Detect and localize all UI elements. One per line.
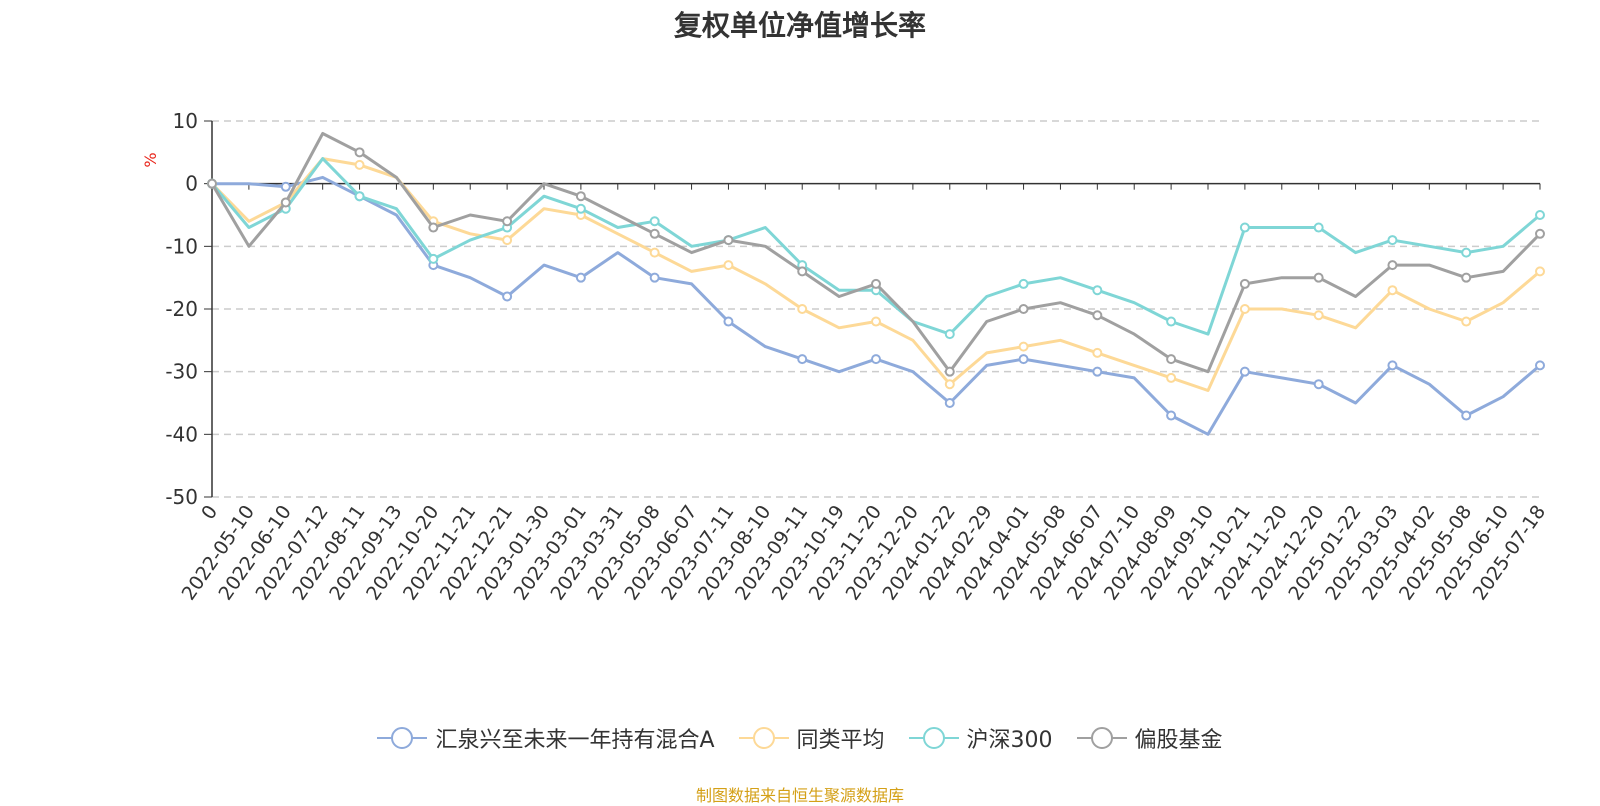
data-point <box>502 235 513 246</box>
data-point <box>1461 410 1472 421</box>
data-point <box>1387 360 1398 371</box>
data-point <box>1166 372 1177 383</box>
legend-item[interactable]: 同类平均 <box>738 722 885 754</box>
data-point <box>1239 278 1250 289</box>
y-tick-label: -10 <box>165 234 198 258</box>
data-point <box>871 354 881 365</box>
data-point <box>1535 228 1545 239</box>
data-point <box>1313 272 1324 283</box>
legend-label: 同类平均 <box>796 728 885 753</box>
data-point <box>1461 316 1472 327</box>
y-tick-label: 0 <box>185 172 198 196</box>
legend-marker-icon <box>908 726 959 750</box>
data-point <box>354 147 365 158</box>
data-point <box>354 191 365 202</box>
y-tick-label: -50 <box>165 485 198 509</box>
data-point <box>944 379 955 390</box>
data-point <box>649 216 660 227</box>
data-point <box>797 304 808 314</box>
data-point <box>944 329 955 340</box>
data-point <box>1461 272 1472 283</box>
data-point <box>723 260 734 271</box>
data-point <box>207 178 217 189</box>
data-point <box>1018 341 1029 352</box>
y-tick-label: 10 <box>173 109 198 133</box>
axes: 100-10-20-30-40-5002022-05-102022-06-102… <box>165 109 1550 604</box>
data-point <box>1092 366 1103 377</box>
data-point <box>280 181 291 192</box>
y-tick-label: -20 <box>165 297 198 321</box>
data-point <box>280 197 291 208</box>
legend-marker-icon <box>377 726 428 750</box>
legend: 汇泉兴至未来一年持有混合A 同类平均 沪深300 偏股基金 <box>0 722 1600 754</box>
grid-lines <box>212 120 1540 498</box>
data-point <box>354 159 365 170</box>
data-point <box>575 191 586 202</box>
data-point <box>1092 285 1103 296</box>
y-tick-label: -40 <box>165 422 198 446</box>
data-point <box>1018 278 1029 289</box>
data-point <box>1092 347 1103 358</box>
series-lines <box>207 132 1545 436</box>
data-point <box>1239 222 1250 233</box>
data-point <box>649 272 660 283</box>
data-point <box>723 235 734 246</box>
data-point <box>1535 266 1545 277</box>
data-point <box>871 316 881 327</box>
legend-item[interactable]: 汇泉兴至未来一年持有混合A <box>377 722 715 754</box>
data-point <box>575 203 586 214</box>
data-point <box>1166 354 1177 365</box>
data-point <box>1535 210 1545 220</box>
data-point <box>1313 379 1324 390</box>
data-point <box>944 366 955 377</box>
data-point <box>1387 235 1398 246</box>
data-point <box>1166 316 1177 327</box>
data-point <box>944 398 955 408</box>
data-point <box>1387 285 1398 296</box>
series-line-4 <box>210 132 1542 374</box>
data-point <box>1387 260 1398 271</box>
data-point <box>428 253 439 264</box>
data-point <box>1313 222 1324 233</box>
data-point <box>1018 304 1029 314</box>
data-point <box>428 222 439 233</box>
y-tick-label: -30 <box>165 360 198 384</box>
y-axis-label: % <box>141 152 160 167</box>
chart-title: 复权单位净值增长率 <box>673 9 926 42</box>
series-line-1 <box>212 175 1541 436</box>
data-point <box>1239 366 1250 377</box>
data-point <box>575 272 586 283</box>
data-point <box>723 316 734 327</box>
data-point <box>649 228 660 239</box>
data-point <box>1313 310 1324 321</box>
data-point <box>871 278 881 289</box>
x-tick-label: 0 <box>197 501 222 524</box>
data-point <box>1166 410 1177 421</box>
data-point <box>649 247 660 258</box>
data-point <box>1239 304 1250 314</box>
legend-item[interactable]: 沪深300 <box>908 722 1053 754</box>
legend-label: 沪深300 <box>966 728 1053 753</box>
data-point <box>1018 354 1029 365</box>
data-point <box>1461 247 1472 258</box>
data-point <box>1535 360 1545 371</box>
source-note: 制图数据来自恒生聚源数据库 <box>695 786 904 805</box>
data-point <box>797 266 808 277</box>
legend-marker-icon <box>1076 726 1127 750</box>
legend-label: 汇泉兴至未来一年持有混合A <box>435 728 715 753</box>
legend-label: 偏股基金 <box>1134 728 1223 753</box>
data-point <box>502 216 513 227</box>
legend-item[interactable]: 偏股基金 <box>1076 722 1223 754</box>
data-point <box>1092 310 1103 321</box>
data-point <box>502 291 513 302</box>
data-point <box>797 354 808 365</box>
legend-marker-icon <box>738 726 789 750</box>
